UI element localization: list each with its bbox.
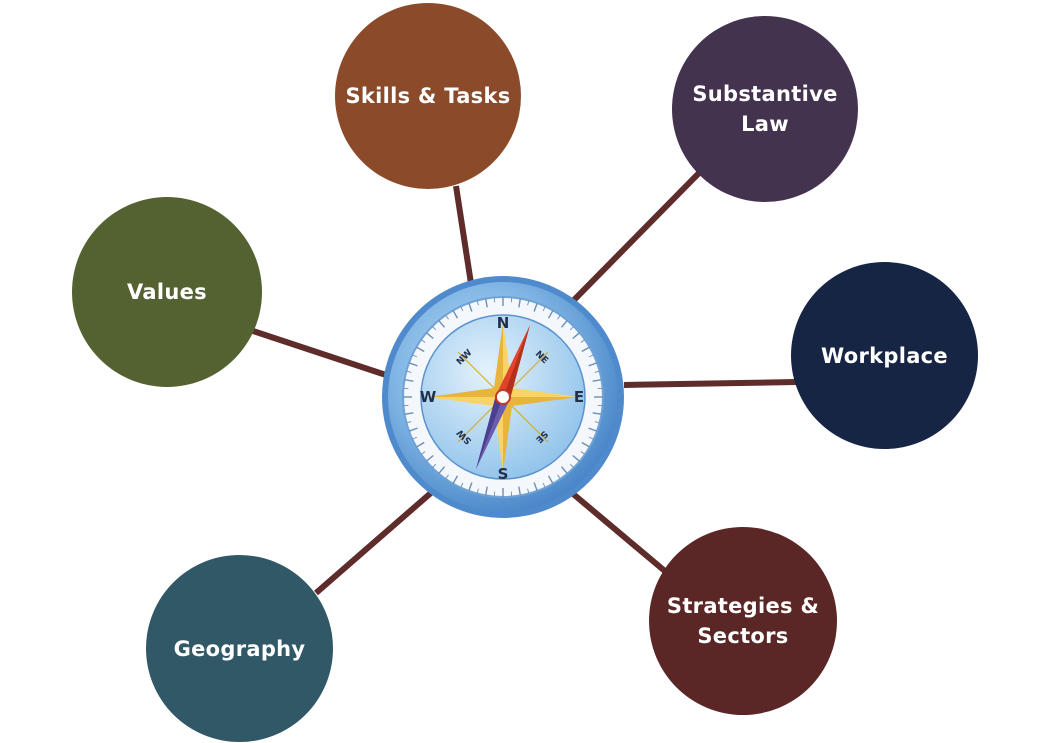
- node-label-substantive-law: Substantive Law: [692, 82, 838, 136]
- compass-tick: [588, 354, 594, 358]
- connector-workplace: [623, 379, 797, 388]
- compass-tick: [476, 488, 479, 494]
- node-skills-tasks: Skills & Tasks: [335, 3, 521, 189]
- node-workplace: Workplace: [791, 262, 978, 449]
- compass-tick: [518, 486, 522, 496]
- compass-tick: [569, 325, 575, 331]
- compass-tick: [425, 332, 434, 340]
- node-label-skills-tasks: Skills & Tasks: [345, 84, 511, 108]
- node-label-geography: Geography: [173, 636, 306, 661]
- compass-west-label: W: [420, 388, 437, 406]
- compass-north-label: N: [497, 314, 510, 332]
- compass-tick: [431, 463, 437, 469]
- compass-tick: [547, 475, 554, 484]
- compass-tick: [484, 298, 488, 308]
- compass-tick: [560, 319, 568, 328]
- connector-geography: [314, 489, 434, 596]
- compass-tick: [468, 302, 473, 312]
- connector-values: [249, 327, 387, 378]
- compass-tick: [484, 486, 488, 496]
- compass-icon: N S E W NE NW SE SW: [382, 276, 624, 518]
- compass-tick: [560, 466, 568, 475]
- compass-tick: [425, 454, 434, 462]
- node-strategies-sectors: Strategies & Sectors: [649, 527, 837, 715]
- compass-tick: [412, 436, 418, 440]
- compass-tick: [580, 451, 586, 455]
- compass-tick: [547, 310, 554, 319]
- compass-tick: [416, 346, 425, 353]
- compass-tick: [416, 441, 425, 448]
- compass-tick: [406, 421, 412, 424]
- compass-tick: [412, 354, 418, 358]
- compass-tick: [438, 466, 446, 475]
- compass-tick: [594, 370, 600, 373]
- compass-tick: [581, 441, 590, 448]
- compass-tick: [588, 436, 594, 440]
- compass-tick: [406, 370, 412, 373]
- node-values: Values: [72, 197, 262, 387]
- compass-tick: [592, 412, 602, 416]
- compass-east-label: E: [574, 388, 584, 406]
- compass-needle: [476, 325, 530, 469]
- compass-tick: [404, 378, 414, 382]
- compass-tick: [580, 339, 586, 343]
- compass-tick: [542, 482, 546, 488]
- compass-tick: [572, 332, 581, 340]
- compass-tick: [452, 475, 459, 484]
- compass-tick: [460, 482, 464, 488]
- compass-tick: [581, 346, 590, 353]
- connector-lines: [249, 169, 797, 596]
- compass-tick: [445, 314, 449, 320]
- compass-tick: [592, 378, 602, 382]
- compass-tick: [452, 310, 459, 319]
- compass-tick: [569, 463, 575, 469]
- compass-tick: [431, 325, 437, 331]
- compass-tick: [404, 412, 414, 416]
- compass-tick: [542, 306, 546, 312]
- connector-law: [571, 169, 703, 303]
- compass-tick: [518, 298, 522, 308]
- compass-tick: [527, 488, 530, 494]
- node-substantive-law: Substantive Law: [672, 16, 858, 202]
- compass-tick: [420, 451, 426, 455]
- compass-south-label: S: [498, 465, 509, 483]
- compass-tick: [438, 319, 446, 328]
- compass-tick: [408, 427, 418, 432]
- compass-tick: [588, 362, 598, 367]
- node-label-workplace: Workplace: [821, 343, 948, 368]
- compass-tick: [557, 314, 561, 320]
- compass-tick: [460, 306, 464, 312]
- compass-tick: [588, 427, 598, 432]
- node-label-strategies-sectors: Strategies & Sectors: [666, 594, 820, 648]
- compass-tick: [533, 482, 538, 492]
- compass-tick: [533, 302, 538, 312]
- compass-tick: [572, 454, 581, 462]
- node-geography: Geography: [146, 555, 333, 742]
- compass-tick: [527, 300, 530, 306]
- compass-tick: [468, 482, 473, 492]
- connector-strategies: [570, 490, 668, 575]
- connector-skills: [453, 185, 475, 291]
- compass-tick: [445, 474, 449, 480]
- compass-tick: [420, 339, 426, 343]
- compass-tick: [557, 474, 561, 480]
- node-label-values: Values: [127, 280, 207, 304]
- compass-tick: [594, 421, 600, 424]
- compass-tick: [476, 300, 479, 306]
- compass-tick: [408, 362, 418, 367]
